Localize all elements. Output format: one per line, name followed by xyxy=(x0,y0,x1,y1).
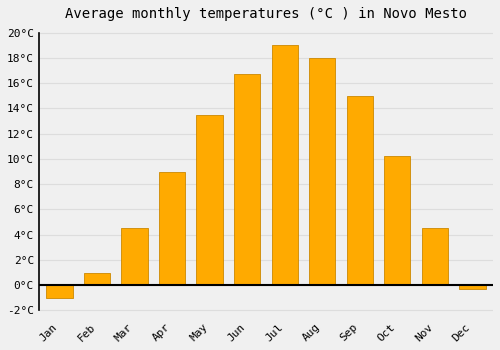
Bar xyxy=(234,74,260,285)
Bar xyxy=(196,115,223,285)
Bar xyxy=(460,285,485,289)
Bar xyxy=(84,273,110,285)
Bar xyxy=(384,156,410,285)
Bar xyxy=(309,58,336,285)
Bar xyxy=(272,45,298,285)
Bar xyxy=(422,229,448,285)
Bar xyxy=(346,96,373,285)
Title: Average monthly temperatures (°C ) in Novo Mesto: Average monthly temperatures (°C ) in No… xyxy=(65,7,467,21)
Bar xyxy=(122,229,148,285)
Bar xyxy=(159,172,185,285)
Bar xyxy=(46,285,72,298)
